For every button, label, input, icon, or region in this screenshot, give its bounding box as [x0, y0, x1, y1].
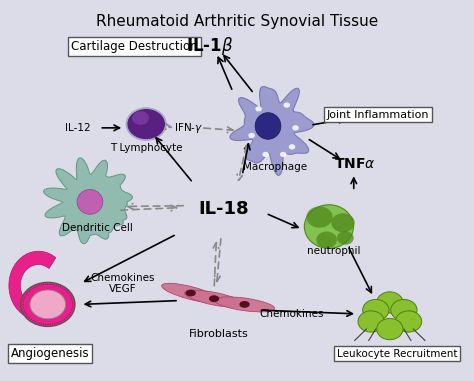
- Circle shape: [127, 108, 166, 140]
- Text: IL-12: IL-12: [65, 123, 91, 133]
- Ellipse shape: [215, 297, 274, 312]
- Text: IL-18: IL-18: [198, 200, 249, 218]
- Text: Fibroblasts: Fibroblasts: [189, 329, 249, 339]
- Ellipse shape: [209, 295, 219, 302]
- Polygon shape: [9, 251, 66, 320]
- Circle shape: [316, 232, 337, 248]
- Text: IL-1$\beta$: IL-1$\beta$: [186, 35, 233, 57]
- Circle shape: [363, 299, 389, 321]
- Text: Angiogenesis: Angiogenesis: [11, 347, 90, 360]
- Text: Chemokines: Chemokines: [259, 309, 324, 319]
- Text: neutrophil: neutrophil: [307, 245, 360, 256]
- Text: T Lymphocyte: T Lymphocyte: [110, 143, 182, 153]
- Circle shape: [289, 144, 295, 149]
- Ellipse shape: [239, 301, 250, 308]
- Ellipse shape: [184, 290, 244, 307]
- Text: Rheumatoid Arthritic Synovial Tissue: Rheumatoid Arthritic Synovial Tissue: [96, 14, 379, 29]
- Polygon shape: [44, 158, 132, 244]
- Text: IFN-$\gamma$: IFN-$\gamma$: [174, 121, 203, 135]
- Circle shape: [395, 311, 422, 332]
- Ellipse shape: [185, 290, 196, 296]
- Circle shape: [255, 106, 262, 112]
- Circle shape: [331, 213, 355, 232]
- Text: Dendritic Cell: Dendritic Cell: [62, 223, 132, 233]
- Polygon shape: [230, 86, 314, 175]
- Circle shape: [306, 207, 333, 228]
- Ellipse shape: [255, 113, 281, 139]
- Ellipse shape: [304, 205, 354, 248]
- Circle shape: [337, 231, 354, 245]
- Text: Joint Inflammation: Joint Inflammation: [327, 110, 429, 120]
- Circle shape: [283, 102, 290, 108]
- Circle shape: [248, 133, 255, 138]
- Circle shape: [132, 111, 149, 125]
- Ellipse shape: [77, 190, 103, 214]
- Circle shape: [263, 152, 269, 157]
- Text: TNF$\alpha$: TNF$\alpha$: [334, 157, 375, 171]
- Text: Cartilage Destruction: Cartilage Destruction: [71, 40, 198, 53]
- Circle shape: [280, 152, 286, 157]
- Ellipse shape: [162, 283, 220, 303]
- Text: Leukocyte Recruitment: Leukocyte Recruitment: [337, 349, 457, 359]
- Circle shape: [391, 299, 417, 321]
- Text: Chemokines
VEGF: Chemokines VEGF: [91, 273, 155, 294]
- Circle shape: [377, 292, 403, 313]
- Circle shape: [358, 311, 384, 332]
- Circle shape: [377, 319, 403, 340]
- Circle shape: [292, 125, 299, 131]
- Text: Macrophage: Macrophage: [243, 162, 307, 172]
- Circle shape: [20, 282, 75, 327]
- Circle shape: [30, 290, 65, 319]
